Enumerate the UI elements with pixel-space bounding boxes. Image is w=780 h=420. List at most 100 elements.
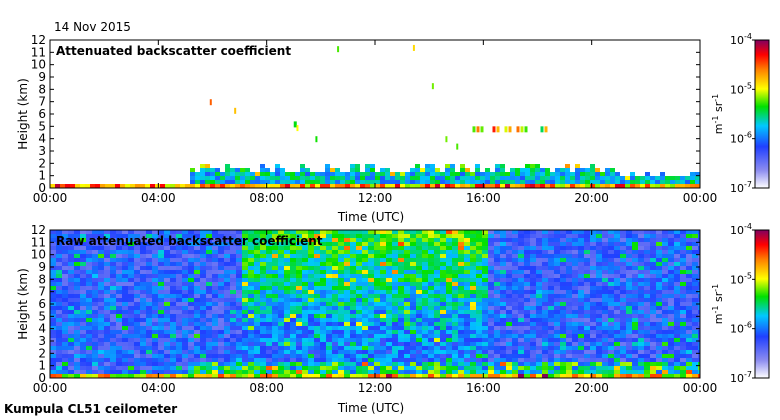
data-cell xyxy=(188,322,194,326)
data-cell xyxy=(134,326,140,330)
data-cell xyxy=(404,366,410,370)
data-cell xyxy=(146,338,152,342)
data-cell xyxy=(458,270,464,274)
data-cell xyxy=(278,370,284,374)
data-cell xyxy=(260,338,266,342)
data-cell xyxy=(510,176,515,180)
colorbar-tick-exp: -5 xyxy=(744,81,752,90)
data-cell xyxy=(314,350,320,354)
data-cell xyxy=(146,298,152,302)
data-cell xyxy=(605,172,610,176)
data-cell xyxy=(152,366,158,370)
data-cell xyxy=(206,322,212,326)
data-cell xyxy=(152,250,158,254)
data-cell xyxy=(290,366,296,370)
data-cell xyxy=(428,294,434,298)
data-cell xyxy=(345,172,350,176)
data-cell xyxy=(686,246,692,250)
data-cell xyxy=(632,318,638,322)
data-cell xyxy=(638,274,644,278)
data-cell xyxy=(194,238,200,242)
data-cell xyxy=(536,234,542,238)
colorbar-tick-base: 10 xyxy=(730,83,744,96)
data-cell xyxy=(506,310,512,314)
data-cell xyxy=(320,362,326,366)
data-cell xyxy=(224,318,230,322)
data-cell xyxy=(698,234,700,238)
data-cell xyxy=(662,322,668,326)
data-cell xyxy=(356,358,362,362)
data-cell xyxy=(302,242,308,246)
data-cell xyxy=(188,338,194,342)
data-cell xyxy=(595,172,600,176)
data-cell xyxy=(164,354,170,358)
data-cell xyxy=(512,302,518,306)
data-cell xyxy=(140,258,146,262)
data-cell xyxy=(632,270,638,274)
data-cell xyxy=(680,266,686,270)
data-cell xyxy=(698,338,700,342)
data-cell xyxy=(565,164,570,168)
data-cell xyxy=(224,294,230,298)
data-cell xyxy=(140,246,146,250)
data-cell xyxy=(572,346,578,350)
data-cell xyxy=(650,350,656,354)
data-cell xyxy=(614,250,620,254)
data-cell xyxy=(698,298,700,302)
data-cell xyxy=(425,172,430,176)
data-cell xyxy=(194,354,200,358)
data-cell xyxy=(392,342,398,346)
data-cell xyxy=(224,242,230,246)
data-cell xyxy=(374,258,380,262)
data-cell xyxy=(224,246,230,250)
data-cell xyxy=(554,358,560,362)
data-cell xyxy=(470,302,476,306)
data-cell xyxy=(98,338,104,342)
data-cell xyxy=(458,366,464,370)
data-cell xyxy=(182,322,188,326)
data-cell xyxy=(68,302,74,306)
data-cell xyxy=(422,358,428,362)
data-cell xyxy=(188,362,194,366)
data-cell xyxy=(182,282,188,286)
data-cell xyxy=(205,164,210,168)
data-cell xyxy=(572,370,578,374)
data-cell xyxy=(86,282,92,286)
data-cell xyxy=(500,266,506,270)
data-cell xyxy=(314,278,320,282)
data-cell xyxy=(140,262,146,266)
data-cell xyxy=(644,258,650,262)
data-cell xyxy=(116,322,122,326)
data-cell xyxy=(194,246,200,250)
data-cell xyxy=(140,184,145,188)
data-cell xyxy=(236,350,242,354)
data-cell xyxy=(476,302,482,306)
data-cell xyxy=(566,318,572,322)
data-cell xyxy=(440,350,446,354)
data-cell xyxy=(338,282,344,286)
data-cell xyxy=(92,302,98,306)
data-cell xyxy=(242,362,248,366)
data-cell xyxy=(242,354,248,358)
data-cell xyxy=(464,354,470,358)
data-cell xyxy=(104,250,110,254)
data-cell xyxy=(482,322,488,326)
data-cell xyxy=(548,278,554,282)
data-cell xyxy=(224,306,230,310)
data-cell xyxy=(260,282,266,286)
data-cell xyxy=(614,334,620,338)
data-cell xyxy=(656,358,662,362)
data-cell xyxy=(572,290,578,294)
data-cell xyxy=(610,172,615,176)
data-cell xyxy=(302,362,308,366)
data-cell xyxy=(350,366,356,370)
data-cell xyxy=(530,302,536,306)
data-cell xyxy=(236,370,242,374)
data-cell xyxy=(50,266,56,270)
data-cell xyxy=(56,358,62,362)
data-cell xyxy=(356,338,362,342)
data-cell xyxy=(254,302,260,306)
data-cell xyxy=(512,330,518,334)
data-cell xyxy=(375,180,380,184)
data-cell xyxy=(445,172,450,176)
